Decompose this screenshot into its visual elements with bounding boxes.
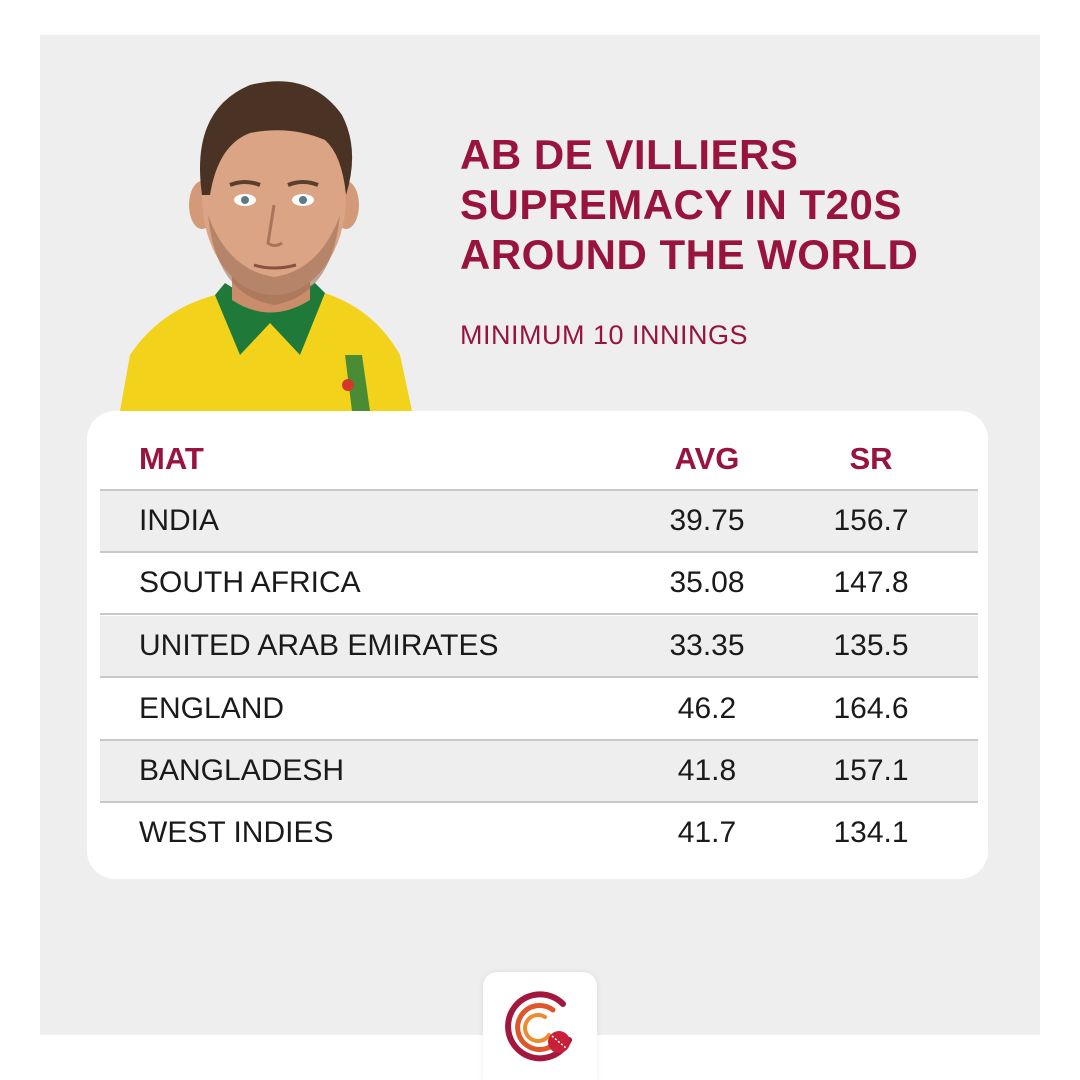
row-avg: 46.2 xyxy=(677,692,737,725)
title-line-1: AB DE VILLIERS xyxy=(460,131,799,178)
table-row: BANGLADESH 41.8 157.1 xyxy=(100,741,978,803)
column-header-mat: MAT xyxy=(139,441,204,476)
row-country: INDIA xyxy=(139,504,220,537)
table-header-row: MAT AVG SR xyxy=(100,429,978,491)
row-country: SOUTH AFRICA xyxy=(139,566,361,599)
row-country: BANGLADESH xyxy=(139,754,345,787)
row-sr: 164.6 xyxy=(833,692,909,725)
row-sr: 134.1 xyxy=(833,816,909,849)
row-avg: 41.8 xyxy=(677,754,737,787)
row-country: WEST INDIES xyxy=(139,816,334,849)
row-avg: 41.7 xyxy=(677,816,737,849)
brand-logo xyxy=(483,972,597,1080)
stats-table-card: MAT AVG SR INDIA 39.75 156.7 SOUTH AFRIC… xyxy=(87,411,988,879)
row-avg: 35.08 xyxy=(669,566,745,599)
row-country: UNITED ARAB EMIRATES xyxy=(139,629,499,662)
page-title: AB DE VILLIERS SUPREMACY IN T20S AROUND … xyxy=(460,130,918,280)
row-sr: 156.7 xyxy=(833,504,909,537)
subtitle: MINIMUM 10 INNINGS xyxy=(460,320,749,350)
row-sr: 157.1 xyxy=(833,754,909,787)
column-header-avg: AVG xyxy=(674,441,740,476)
row-avg: 33.35 xyxy=(669,629,745,662)
title-line-3: AROUND THE WORLD xyxy=(460,231,919,278)
table-row: UNITED ARAB EMIRATES 33.35 135.5 xyxy=(100,616,978,678)
cricket-ball-logo-icon xyxy=(505,991,572,1062)
row-sr: 135.5 xyxy=(833,629,909,662)
row-avg: 39.75 xyxy=(669,504,745,537)
row-country: ENGLAND xyxy=(139,692,285,725)
row-sr: 147.8 xyxy=(833,566,909,599)
table-row: WEST INDIES 41.7 134.1 xyxy=(100,803,978,865)
player-portrait-icon xyxy=(120,81,412,411)
table-row: INDIA 39.75 156.7 xyxy=(100,491,978,553)
title-line-2: SUPREMACY IN T20S xyxy=(460,181,902,228)
table-row: ENGLAND 46.2 164.6 xyxy=(100,679,978,741)
column-header-sr: SR xyxy=(849,441,893,476)
table-row: SOUTH AFRICA 35.08 147.8 xyxy=(100,553,978,615)
